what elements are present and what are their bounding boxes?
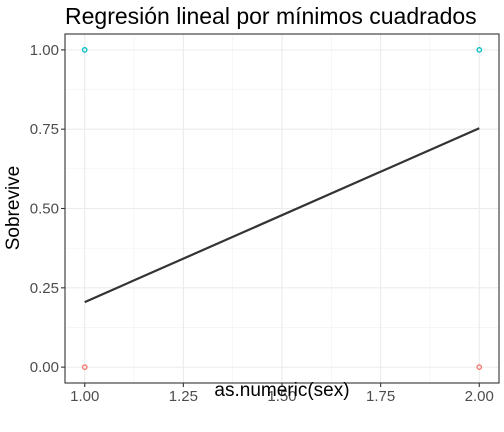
plot-panel: 1.00 1.25 1.50 1.75 2.00 0.00 0.25 0.50 0.75 1.00	[30, 33, 500, 405]
y-tick-label: 0.75	[30, 121, 59, 138]
data-point	[476, 47, 483, 53]
regression-line	[84, 127, 480, 304]
x-tick-label: 1.50	[267, 388, 296, 405]
x-tick-label: 2.00	[465, 388, 494, 405]
y-tick-label: 1.00	[30, 42, 59, 59]
y-tick-label: 0.25	[30, 280, 59, 297]
data-point	[476, 364, 483, 370]
y-axis-title: Sobrevive	[3, 166, 24, 251]
x-tick-label: 1.00	[70, 388, 99, 405]
data-point	[81, 47, 88, 53]
x-tick-label: 1.75	[366, 388, 395, 405]
x-axis-title: as.numeric(sex)	[214, 380, 349, 401]
data-point	[81, 364, 88, 370]
x-tick-label: 1.25	[169, 388, 198, 405]
y-tick-label: 0.00	[30, 359, 59, 376]
chart-title: Regresión lineal por mínimos cuadrados	[65, 3, 477, 29]
y-tick-label: 0.50	[30, 201, 59, 218]
